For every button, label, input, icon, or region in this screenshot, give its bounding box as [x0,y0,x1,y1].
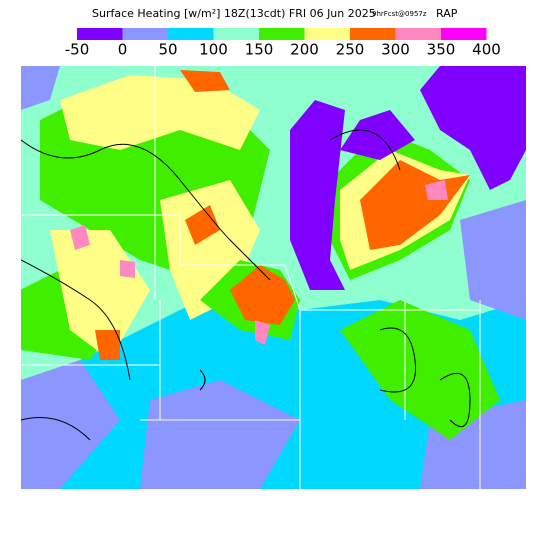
tick-label: 200 [290,41,319,59]
color-box [395,28,441,40]
color-box [350,28,396,40]
state-line [21,66,481,489]
forecast: 9hrFcst@0957z [372,10,427,18]
colorbar: -50 0 50 100 150 200 250 300 350 400 [65,28,501,59]
color-box [77,28,123,40]
heating-region [290,100,345,290]
color-box [441,28,487,40]
color-box [122,28,168,40]
model: RAP [436,7,458,20]
tick-label: 100 [199,41,228,59]
heating-region [95,70,470,360]
heating-region [21,360,526,489]
tick-label: 350 [427,41,456,59]
heating-region [21,66,526,320]
heating-region [340,66,526,190]
title: Surface Heating [w/m²] 18Z(13cdt) FRI 06… [92,7,376,20]
tick-label: -50 [65,41,90,59]
tick-label: 150 [245,41,274,59]
color-box [304,28,350,40]
heating-region [50,75,260,360]
tick-label: 300 [381,41,410,59]
tick-label: 50 [158,41,177,59]
map [21,66,526,489]
tick-label: 400 [472,41,501,59]
color-box [168,28,214,40]
contour-line [21,129,471,441]
tick-label: 250 [336,41,365,59]
color-box [259,28,305,40]
tick-label: 0 [118,41,128,59]
color-box [213,28,259,40]
